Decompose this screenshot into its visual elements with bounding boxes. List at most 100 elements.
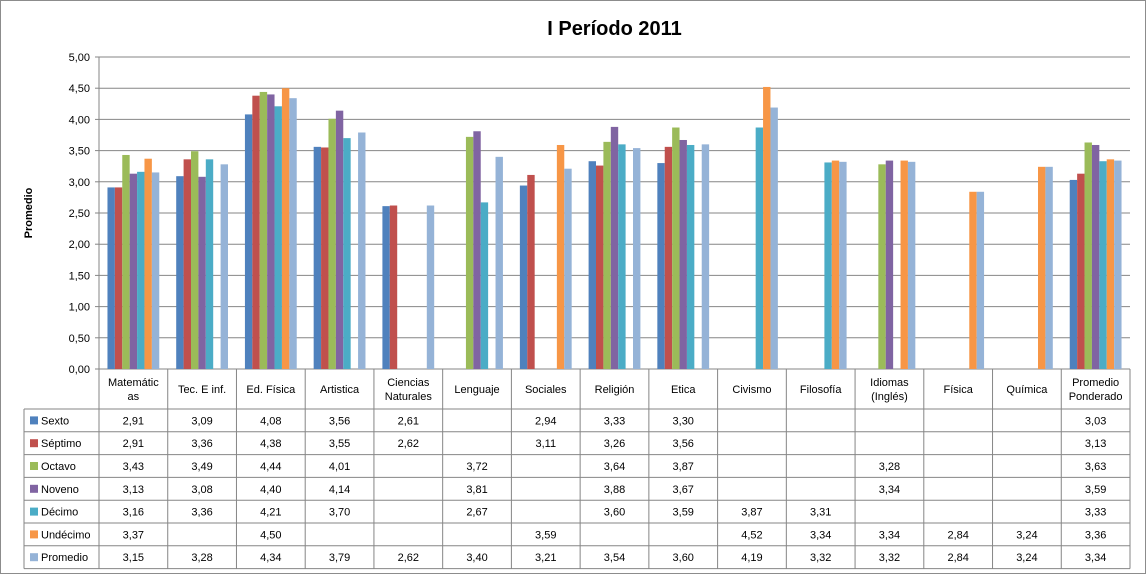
data-label: 3,59	[535, 529, 556, 541]
y-tick-label: 3,50	[69, 146, 90, 158]
data-label: 3,32	[879, 552, 900, 564]
bar-sexto	[176, 176, 184, 369]
x-category-label: Artistica	[320, 384, 360, 396]
data-label: 3,11	[535, 438, 556, 450]
y-tick-label: 0,50	[69, 333, 90, 345]
data-label: 3,13	[123, 484, 144, 496]
legend-label: Séptimo	[41, 438, 81, 450]
bar-promedio	[289, 98, 297, 370]
bar-octavo	[122, 154, 130, 369]
y-tick-label: 4,50	[69, 83, 90, 95]
x-category-label: Química	[1006, 384, 1048, 396]
bar-s-ptimo	[664, 146, 673, 369]
data-label: 4,34	[260, 552, 281, 564]
data-label: 2,91	[123, 438, 144, 450]
x-category-label: Filosofía	[800, 384, 842, 396]
data-label: 3,16	[123, 507, 144, 519]
bar-octavo	[878, 164, 886, 369]
x-category-label: Tec. E inf.	[178, 384, 226, 396]
data-label: 3,56	[673, 438, 694, 450]
x-category-label: Etica	[671, 384, 696, 396]
data-label: 3,72	[466, 461, 487, 473]
data-label: 3,28	[191, 552, 212, 564]
bar-noveno	[198, 176, 206, 369]
bar-sexto	[657, 163, 665, 369]
data-label: 3,36	[1085, 529, 1106, 541]
bar-noveno	[335, 110, 344, 369]
x-category-label: Física	[943, 384, 973, 396]
bar-s-ptimo	[114, 187, 123, 369]
data-label: 2,61	[398, 415, 419, 427]
bar-und-cimo	[144, 158, 152, 369]
chart-title: I Período 2011	[547, 18, 682, 40]
legend-label: Octavo	[41, 461, 76, 473]
data-label: 3,40	[466, 552, 487, 564]
data-label: 4,52	[741, 529, 762, 541]
x-category-label: Religión	[595, 384, 635, 396]
bar-promedio	[770, 107, 778, 369]
legend-key-und-cimo	[30, 530, 38, 539]
bar-d-cimo	[343, 138, 351, 369]
bar-d-cimo	[137, 171, 145, 369]
bar-octavo	[672, 127, 680, 370]
bar-und-cimo	[763, 86, 771, 370]
legend-key-d-cimo	[30, 507, 38, 516]
bar-octavo	[191, 151, 199, 369]
bar-promedio	[1045, 166, 1053, 369]
bar-octavo	[465, 136, 474, 369]
data-label: 3,56	[329, 415, 350, 427]
bar-octavo	[328, 118, 336, 369]
x-category-label: Ponderado	[1069, 391, 1123, 403]
bar-und-cimo	[556, 144, 565, 369]
data-label: 3,15	[123, 552, 144, 564]
bar-und-cimo	[969, 191, 977, 369]
bar-d-cimo	[824, 162, 832, 369]
bar-d-cimo	[686, 144, 695, 369]
data-label: 3,33	[1085, 507, 1106, 519]
bar-noveno	[267, 94, 275, 369]
data-label: 2,62	[398, 438, 419, 450]
bar-promedio	[151, 172, 160, 369]
legend-label: Promedio	[41, 552, 88, 564]
bar-octavo	[603, 141, 611, 369]
data-label: 2,62	[398, 552, 419, 564]
bar-und-cimo	[831, 160, 840, 369]
data-label: 3,28	[879, 461, 900, 473]
x-category-label: Idiomas	[870, 377, 909, 389]
bar-noveno	[129, 173, 138, 369]
bar-octavo	[1084, 142, 1092, 369]
data-label: 3,30	[673, 415, 694, 427]
x-category-label: Civismo	[732, 384, 771, 396]
y-tick-label: 4,00	[69, 114, 90, 126]
data-label: 3,26	[604, 438, 625, 450]
data-label: 3,24	[1016, 529, 1037, 541]
data-label: 3,36	[191, 438, 212, 450]
data-label: 3,34	[879, 529, 900, 541]
bar-s-ptimo	[1077, 173, 1085, 369]
data-label: 3,31	[810, 507, 831, 519]
data-label: 4,14	[329, 484, 350, 496]
bar-sexto	[244, 114, 253, 370]
x-category-label: Lenguaje	[454, 384, 499, 396]
bar-und-cimo	[1038, 166, 1046, 369]
bar-d-cimo	[274, 106, 282, 370]
data-label: 4,50	[260, 529, 281, 541]
data-label: 4,40	[260, 484, 281, 496]
y-tick-label: 2,00	[69, 239, 90, 251]
bar-d-cimo	[205, 159, 214, 369]
data-label: 3,09	[191, 415, 212, 427]
bar-s-ptimo	[321, 147, 329, 369]
bar-promedio	[976, 191, 985, 369]
legend-key-s-ptimo	[30, 439, 38, 448]
bar-promedio	[1114, 160, 1122, 369]
legend-label: Undécimo	[41, 529, 91, 541]
bar-d-cimo	[618, 144, 626, 369]
data-label: 3,87	[673, 461, 694, 473]
x-category-label: as	[128, 391, 140, 403]
data-label: 2,84	[947, 529, 968, 541]
data-label: 3,70	[329, 507, 350, 519]
y-tick-label: 2,50	[69, 208, 90, 220]
data-label: 2,91	[123, 415, 144, 427]
data-label: 3,37	[123, 529, 144, 541]
